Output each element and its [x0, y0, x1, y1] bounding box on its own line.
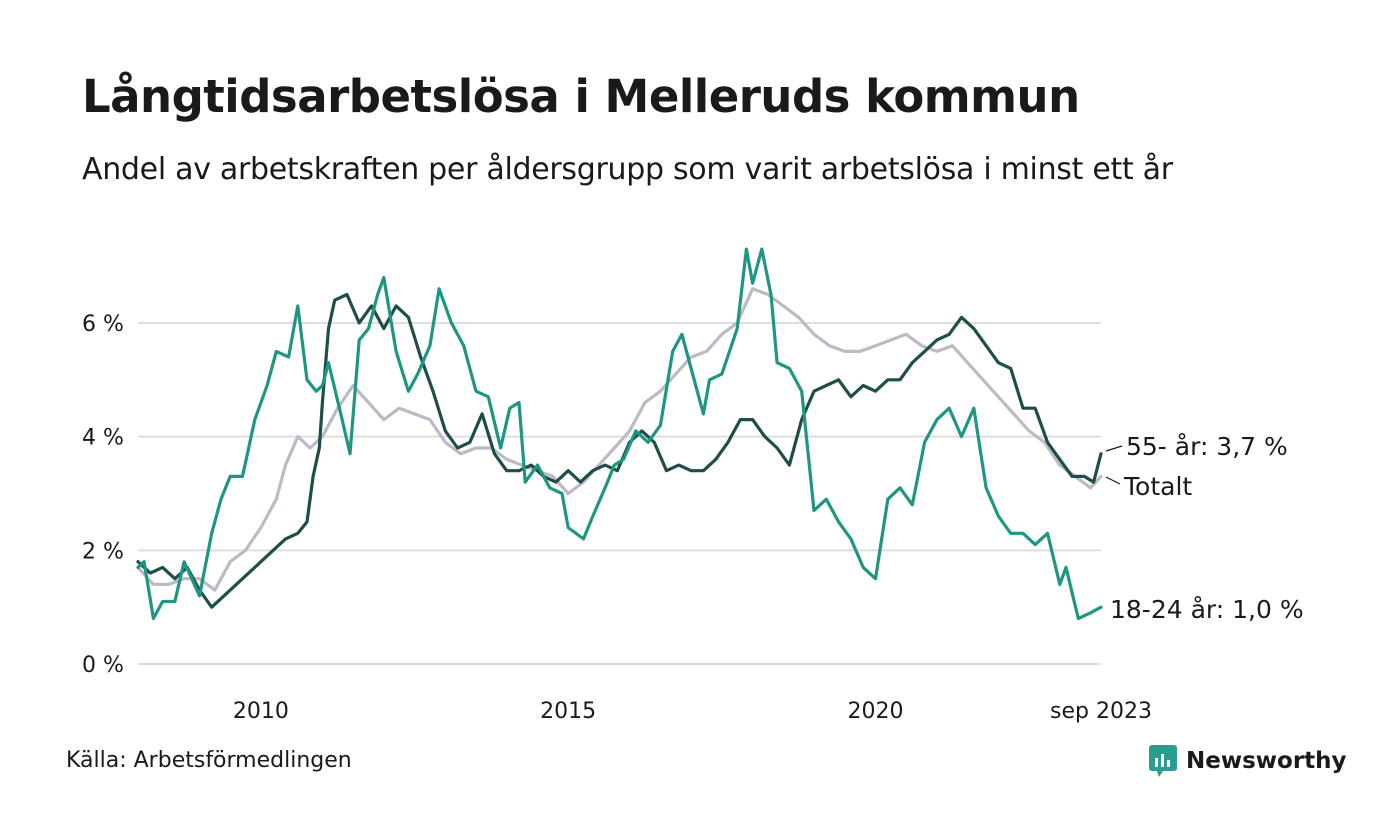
y-tick-label: 4 % [82, 426, 124, 451]
brand-name: Newsworthy [1186, 748, 1347, 774]
grid-lines [138, 321, 1101, 665]
series-line-55-plus [136, 292, 1103, 609]
newsworthy-logo-icon [1149, 745, 1177, 777]
series-line-totalt [136, 287, 1103, 592]
label-18-24: 18-24 år: 1,0 % [1110, 595, 1304, 624]
label-55-plus: 55- år: 3,7 % [1126, 432, 1288, 461]
y-tick-label: 2 % [82, 539, 124, 564]
page-title: Långtidsarbetslösa i Melleruds kommun [82, 70, 1080, 123]
x-tick-label: 2015 [540, 699, 596, 724]
label-totalt: Totalt [1123, 472, 1192, 501]
y-tick-label: 6 % [82, 312, 124, 337]
y-tick-label: 0 % [82, 653, 124, 678]
label-leader-line [1105, 476, 1121, 485]
series-lines [136, 247, 1103, 621]
axis-labels: 0 % 2 % 4 % 6 % 2010 2015 2020 sep 2023 [82, 312, 1152, 724]
x-tick-label: sep 2023 [1050, 699, 1152, 724]
series-labels: 55- år: 3,7 % Totalt 18-24 år: 1,0 % [1105, 432, 1304, 624]
page-subtitle: Andel av arbetskraften per åldersgrupp s… [82, 152, 1173, 187]
label-leader-line [1105, 445, 1123, 452]
source-note: Källa: Arbetsförmedlingen [66, 748, 352, 773]
series-line-18-24 [136, 247, 1103, 621]
x-tick-label: 2010 [233, 699, 289, 724]
x-tick-label: 2020 [847, 699, 903, 724]
brand-logo: Newsworthy [1148, 744, 1347, 778]
